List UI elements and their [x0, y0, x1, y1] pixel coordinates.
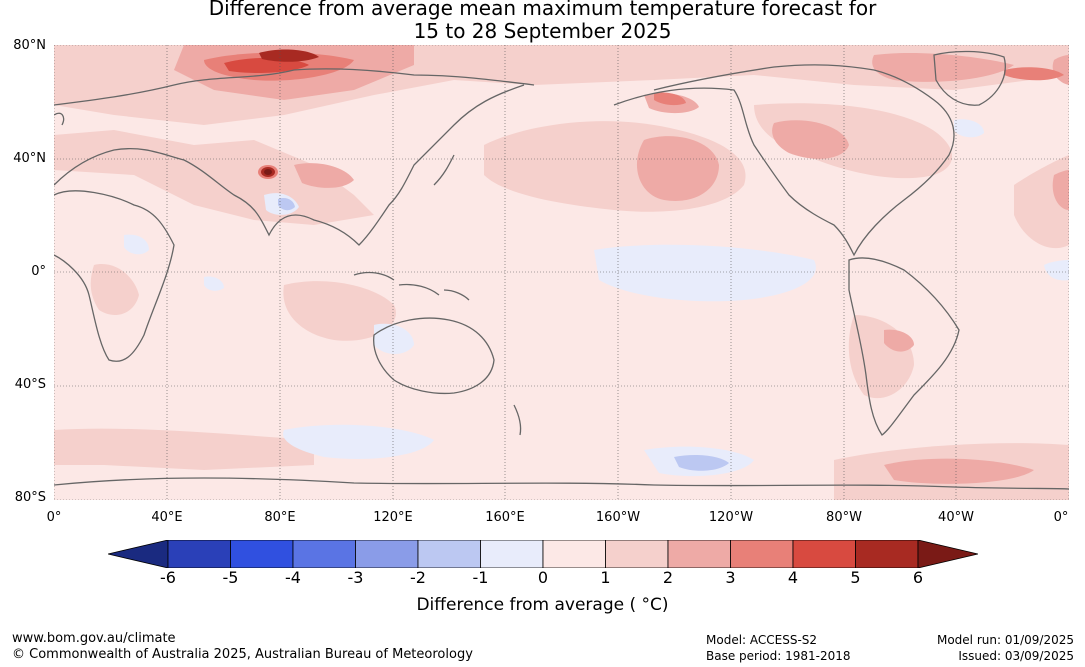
japan-coast — [433, 154, 455, 186]
grid-lines — [54, 45, 1069, 500]
colorbar-tick-label: 0 — [537, 568, 549, 587]
lon-label-120w: 120°W — [708, 510, 754, 525]
map-title-line2: 15 to 28 September 2025 — [413, 19, 672, 43]
lat-label-80n: 80°N — [13, 38, 46, 53]
lat-label-0: 0° — [31, 264, 46, 279]
forecast-map — [54, 45, 1069, 500]
footer-website: www.bom.gov.au/climate — [12, 631, 176, 646]
colorbar-tick-label: 3 — [725, 568, 736, 587]
lon-label-120e: 120°E — [373, 510, 413, 525]
colorbar-tick-label: 4 — [787, 568, 799, 587]
south-america-coast — [848, 257, 960, 436]
nz-coast — [513, 404, 522, 436]
colorbar-tick-label: -6 — [160, 568, 176, 587]
colorbar-box — [167, 539, 231, 569]
antarctica-coast — [54, 477, 1069, 490]
lon-label-0-left: 0° — [46, 510, 62, 525]
africa-coast — [54, 190, 175, 362]
lon-label-160e: 160°E — [485, 510, 525, 525]
colorbar-tick-label: 2 — [662, 568, 674, 587]
coastlines — [54, 50, 1069, 490]
colorbar-box — [480, 539, 544, 569]
eurasia-coast — [54, 84, 525, 246]
colorbar-box — [355, 539, 419, 569]
greenland-coast — [933, 50, 1006, 106]
colorbar-box — [542, 539, 606, 569]
anomaly-extreme-regions — [258, 49, 319, 179]
colorbar-box — [605, 539, 669, 569]
footer-copyright: © Commonwealth of Australia 2025, Austra… — [12, 647, 473, 662]
colorbar-title: Difference from average ( °C) — [416, 595, 669, 615]
islands-coast — [353, 271, 470, 301]
footer-model-run: Model run: 01/09/2025 — [936, 633, 1074, 647]
colorbar-box — [417, 539, 481, 569]
lon-label-0-right: 0° — [1053, 510, 1069, 525]
colorbar-tick-label: -3 — [347, 568, 364, 587]
colorbar-box — [292, 539, 356, 569]
colorbar-legend — [107, 539, 979, 569]
colorbar-arrow-high — [917, 539, 979, 569]
colorbar-tick-label: 6 — [912, 568, 924, 587]
footer-issued: Issued: 03/09/2025 — [958, 649, 1074, 663]
lat-label-40s: 40°S — [14, 377, 46, 392]
colorbar-box — [230, 539, 294, 569]
anomaly-negative-1-2-regions — [278, 197, 729, 471]
colorbar-box — [855, 539, 919, 569]
australia-coast — [373, 317, 495, 395]
anomaly-negative-regions — [124, 119, 1069, 477]
colorbar-box — [730, 539, 794, 569]
lon-label-40w: 40°W — [938, 510, 974, 525]
lon-label-80w: 80°W — [826, 510, 862, 525]
uk-coast — [54, 112, 65, 126]
footer-model: Model: ACCESS-S2 — [706, 633, 818, 647]
colorbar-box — [792, 539, 856, 569]
colorbar-tick-label: -2 — [410, 568, 426, 587]
colorbar-tick-label: 5 — [850, 568, 861, 587]
colorbar-tick-label: 1 — [600, 568, 611, 587]
lat-label-40n: 40°N — [13, 151, 46, 166]
colorbar-tick-label: -5 — [222, 568, 239, 587]
map-title-line1: Difference from average mean maximum tem… — [208, 0, 877, 20]
lon-label-40e: 40°E — [151, 510, 183, 525]
colorbar-box — [667, 539, 731, 569]
colorbar-tick-label: -4 — [285, 568, 301, 587]
colorbar-svg — [107, 539, 979, 569]
forecast-map-svg — [54, 45, 1069, 500]
lat-label-80s: 80°S — [14, 490, 46, 505]
footer-base-period: Base period: 1981-2018 — [706, 649, 851, 663]
colorbar-tick-label: -1 — [472, 568, 489, 587]
map-title: Difference from average mean maximum tem… — [0, 0, 1085, 43]
north-america-coast — [613, 64, 955, 257]
arctic-coast — [54, 68, 535, 106]
colorbar-arrow-low — [107, 539, 169, 569]
lon-label-160w: 160°W — [595, 510, 641, 525]
lon-label-80e: 80°E — [264, 510, 296, 525]
